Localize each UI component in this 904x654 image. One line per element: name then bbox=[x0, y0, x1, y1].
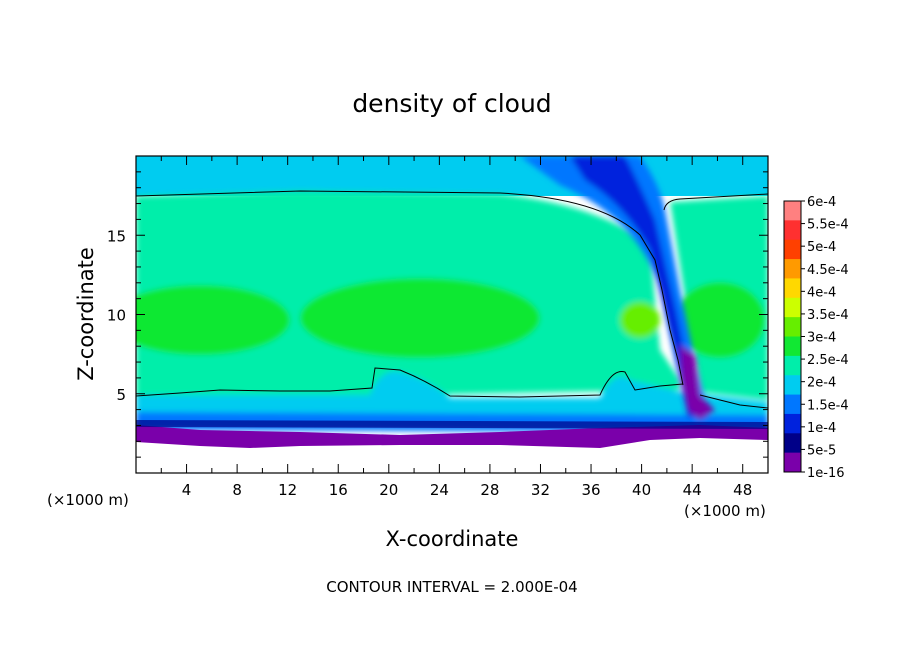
colorbar-label: 6e-4 bbox=[807, 195, 836, 210]
colorbar-swatch bbox=[784, 220, 801, 241]
y-axis-ticks: 5 10 15 bbox=[107, 171, 768, 458]
colorbar-swatch bbox=[784, 433, 801, 454]
core-mid bbox=[300, 278, 540, 358]
colorbar-swatch bbox=[784, 413, 801, 434]
colorbar-swatch bbox=[784, 452, 801, 473]
colorbar-label: 2.5e-4 bbox=[807, 353, 849, 368]
x-tick-label: 48 bbox=[733, 481, 752, 499]
colorbar-label: 3.5e-4 bbox=[807, 308, 849, 323]
x-tick-label: 16 bbox=[329, 481, 348, 499]
colorbar-swatch bbox=[784, 355, 801, 376]
colorbar-label: 1e-4 bbox=[807, 421, 836, 436]
y-tick-label: 10 bbox=[107, 307, 126, 325]
y-tick-label: 15 bbox=[107, 227, 126, 245]
colorbar-label: 2e-4 bbox=[807, 376, 836, 391]
x-axis-ticks: 4 8 12 16 20 24 28 32 36 40 44 48 bbox=[160, 156, 752, 499]
y-axis-label: Z-coordinate bbox=[74, 247, 98, 381]
lower-band bbox=[136, 371, 768, 420]
colorbar-label: 4e-4 bbox=[807, 285, 836, 300]
colorbar-label: 5.5e-4 bbox=[807, 218, 849, 233]
x-tick-label: 12 bbox=[278, 481, 297, 499]
x-unit-label-left: (×1000 m) bbox=[47, 491, 129, 509]
plume-dry-tongue bbox=[520, 156, 710, 425]
x-unit-label-right: (×1000 m) bbox=[684, 502, 766, 520]
colorbar: 6e-4 5.5e-4 5e-4 4.5e-4 4e-4 3.5e-4 3e-4 2.5e-4… bbox=[783, 195, 849, 481]
contour-line-right bbox=[663, 193, 768, 211]
colorbar-label: 3e-4 bbox=[807, 331, 836, 346]
upper-region bbox=[136, 156, 768, 196]
contour-interval-note: CONTOUR INTERVAL = 2.000E-04 bbox=[326, 578, 577, 596]
colorbar-swatch bbox=[784, 259, 801, 279]
core-peak bbox=[620, 302, 660, 338]
chart-title: density of cloud bbox=[352, 89, 551, 118]
x-tick-label: 20 bbox=[379, 481, 398, 499]
colorbar-swatch bbox=[784, 375, 801, 396]
colorbar-label: 1.5e-4 bbox=[807, 398, 849, 413]
y-tick-label: 5 bbox=[116, 386, 126, 404]
density-field bbox=[136, 156, 768, 473]
colorbar-label: 4.5e-4 bbox=[807, 263, 849, 278]
core-left bbox=[136, 285, 290, 355]
colorbar-label: 5e-5 bbox=[807, 443, 836, 458]
core-right bbox=[675, 282, 765, 358]
cloud-base-dark bbox=[136, 420, 768, 429]
plume-base bbox=[680, 345, 715, 420]
colorbar-swatch bbox=[784, 317, 801, 337]
x-tick-label: 28 bbox=[480, 481, 499, 499]
colorbar-swatch bbox=[784, 297, 801, 318]
contour-line-upper bbox=[136, 190, 684, 386]
x-tick-label: 4 bbox=[182, 481, 192, 499]
x-axis-label: X-coordinate bbox=[386, 527, 519, 551]
colorbar-label: 1e-16 bbox=[807, 466, 845, 481]
colorbar-swatch bbox=[784, 394, 801, 415]
x-tick-label: 24 bbox=[430, 481, 449, 499]
cloud-base-band bbox=[136, 425, 768, 448]
colorbar-swatch bbox=[784, 239, 801, 260]
x-tick-label: 32 bbox=[531, 481, 550, 499]
contour-line-lower bbox=[136, 367, 684, 398]
x-tick-label: 8 bbox=[232, 481, 242, 499]
colorbar-label: 5e-4 bbox=[807, 240, 836, 255]
colorbar-swatch bbox=[784, 336, 801, 357]
x-tick-label: 44 bbox=[683, 481, 702, 499]
x-tick-label: 36 bbox=[581, 481, 600, 499]
colorbar-swatch bbox=[784, 278, 801, 299]
contour-line-base bbox=[699, 394, 768, 409]
colorbar-swatch bbox=[784, 201, 801, 221]
x-tick-label: 40 bbox=[632, 481, 651, 499]
